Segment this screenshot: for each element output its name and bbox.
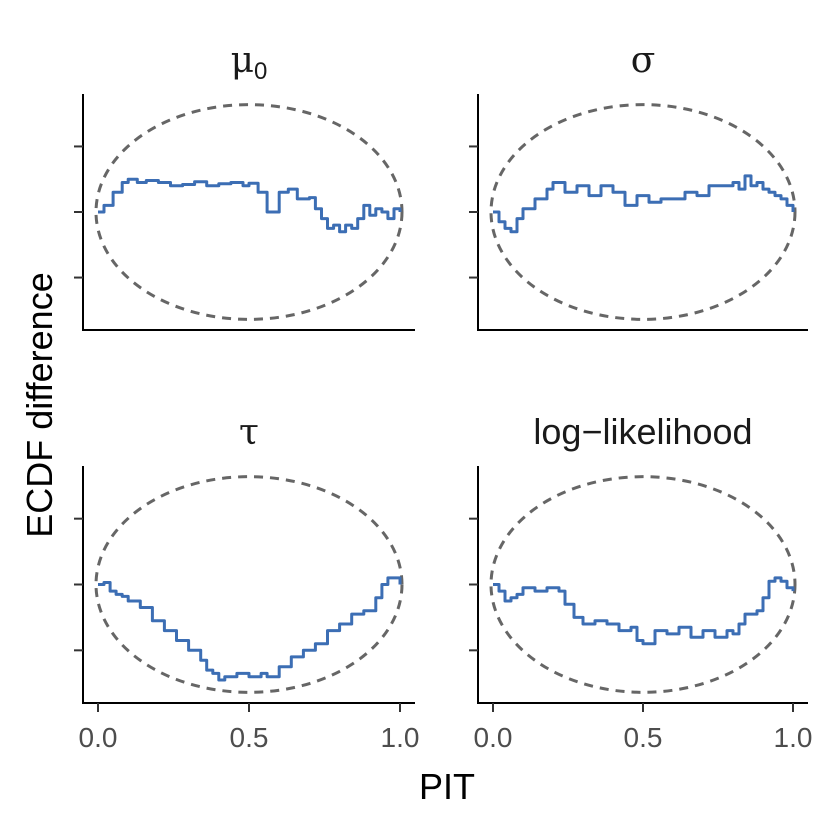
axis-lines [82,466,415,704]
panels: μ0 σ τ 0.0 0.5 1.0 log−likelihood 0.0 0.5 1.0 [74,40,812,753]
x-tick-label: 0.5 [230,722,269,753]
ecdf-difference-line [493,576,795,646]
confidence-band [94,103,404,321]
panel-title: μ0 [231,40,268,85]
panel-title-text: σ [631,40,656,81]
axis-lines [477,466,808,704]
x-tick-label: 1.0 [381,722,420,753]
axis-lines [82,94,415,331]
panel-title-text: log−likelihood [533,411,752,452]
x-axis-title: PIT [419,766,475,807]
panel-title: σ [631,40,656,81]
panel-1: μ0 [74,40,415,331]
confidence-band [489,475,797,694]
ecdf-difference-line [98,576,402,682]
confidence-band [94,475,404,694]
panel-3: τ 0.0 0.5 1.0 [74,412,419,753]
panel-2: σ [469,40,808,331]
panel-title-text: τ [239,412,259,453]
panel-4: log−likelihood 0.0 0.5 1.0 [469,411,812,753]
y-axis-title: ECDF difference [19,272,60,537]
confidence-band [489,103,797,321]
x-tick-label: 1.0 [774,722,813,753]
ecdf-difference-line [493,174,795,234]
x-tick-label: 0.0 [474,722,513,753]
panel-title-text: μ [231,40,254,81]
x-tick-label: 0.0 [79,722,118,753]
panel-title-subscript: 0 [254,58,267,85]
ecdf-difference-line [98,177,402,234]
panel-title: τ [239,412,259,453]
axis-lines [477,94,808,331]
x-tick-label: 0.5 [624,722,663,753]
panel-title: log−likelihood [533,411,752,452]
